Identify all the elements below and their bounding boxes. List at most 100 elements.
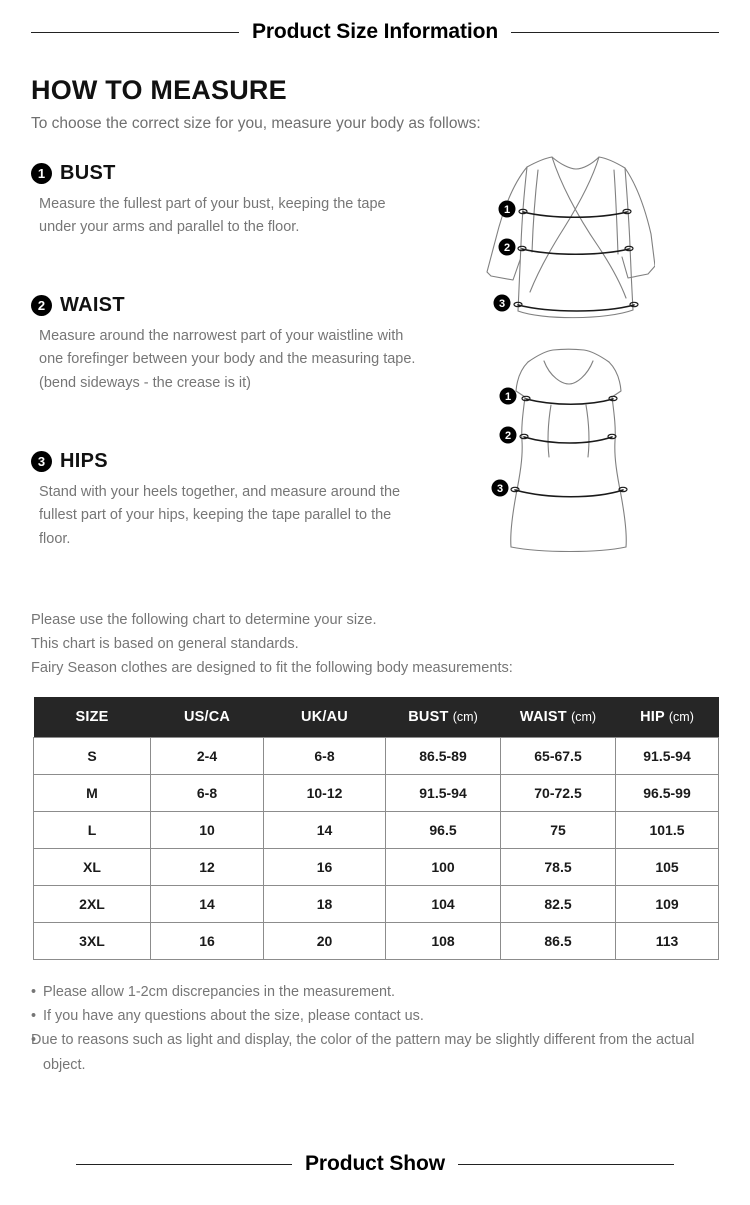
step-number-badge-2: 2	[31, 295, 52, 316]
measure-step-hips: 3 HIPS Stand with your heels together, a…	[31, 450, 421, 551]
table-row: M 6-8 10-12 91.5-94 70-72.5 96.5-99	[33, 773, 719, 812]
cell-size: 2XL	[33, 884, 151, 923]
diagram-marker-3: 3	[491, 479, 509, 497]
diagram-marker-2: 2	[498, 238, 516, 256]
cell-bust: 104	[385, 884, 501, 923]
note-text: Please allow 1-2cm discrepancies in the …	[43, 984, 395, 1000]
column-header-unit: (cm)	[452, 709, 478, 724]
cell-us-ca: 16	[150, 921, 264, 960]
cell-uk-au: 16	[263, 847, 386, 886]
cell-waist: 86.5	[500, 921, 616, 960]
column-header-us-ca: US/CA	[150, 697, 264, 737]
cell-hip: 105	[615, 847, 719, 886]
step-title-waist: WAIST	[60, 294, 125, 316]
step-header: 3 HIPS	[31, 450, 421, 473]
table-row: S 2-4 6-8 86.5-89 65-67.5 91.5-94	[33, 736, 719, 775]
how-to-measure-subtitle: To choose the correct size for you, meas…	[31, 115, 481, 132]
bullet-icon: •	[31, 1008, 37, 1025]
diagram-marker-3: 3	[493, 294, 511, 312]
table-row: 3XL 16 20 108 86.5 113	[33, 921, 719, 960]
step-description-waist: Measure around the narrowest part of you…	[39, 328, 416, 391]
size-chart-table: SIZE US/CA UK/AU BUST (cm) WAIST (c	[33, 697, 719, 960]
cell-us-ca: 14	[150, 884, 264, 923]
svg-text:2: 2	[505, 430, 511, 442]
cell-uk-au: 10-12	[263, 773, 386, 812]
cell-us-ca: 10	[150, 810, 264, 849]
bodycon-dress-illustration: 1 2 3	[480, 345, 655, 560]
note-item: • If you have any questions about the si…	[31, 1004, 721, 1028]
section-banner-top: Product Size Information	[0, 20, 750, 44]
cell-us-ca: 12	[150, 847, 264, 886]
column-header-unit: (cm)	[571, 709, 597, 724]
cell-waist: 65-67.5	[500, 736, 616, 775]
wrap-dress-illustration: 1 2 3	[480, 152, 656, 342]
cell-bust: 91.5-94	[385, 773, 501, 812]
cell-waist: 70-72.5	[500, 773, 616, 812]
cell-us-ca: 6-8	[150, 773, 264, 812]
measure-step-waist: 2 WAIST Measure around the narrowest par…	[31, 294, 421, 395]
banner-rule-left	[30, 31, 239, 33]
column-header-label: SIZE	[75, 708, 109, 725]
cell-hip: 96.5-99	[615, 773, 719, 812]
diagram-marker-2: 2	[499, 426, 517, 444]
step-header: 1 BUST	[31, 162, 421, 185]
svg-text:3: 3	[499, 298, 505, 310]
step-header: 2 WAIST	[31, 294, 421, 317]
cell-bust: 100	[385, 847, 501, 886]
banner-rule-right	[457, 1163, 674, 1165]
section-banner-bottom: Product Show	[0, 1152, 750, 1176]
step-number-badge-3: 3	[31, 451, 52, 472]
cell-us-ca: 2-4	[150, 736, 264, 775]
cell-uk-au: 6-8	[263, 736, 386, 775]
note-text: Due to reasons such as light and display…	[31, 1032, 695, 1073]
cell-uk-au: 14	[263, 810, 386, 849]
cell-size: 3XL	[33, 921, 151, 960]
cell-hip: 113	[615, 921, 719, 960]
cell-bust: 108	[385, 921, 501, 960]
chart-intro-line-3: Fairy Season clothes are designed to fit…	[31, 660, 513, 677]
banner-rule-right	[511, 31, 720, 33]
note-item: • Due to reasons such as light and displ…	[31, 1028, 721, 1076]
cell-bust: 86.5-89	[385, 736, 501, 775]
cell-size: L	[33, 810, 151, 849]
table-header-row: SIZE US/CA UK/AU BUST (cm) WAIST (c	[33, 697, 719, 737]
cell-uk-au: 20	[263, 921, 386, 960]
column-header-label: WAIST	[519, 708, 567, 725]
svg-text:3: 3	[497, 483, 503, 495]
diagram-marker-1: 1	[498, 200, 516, 218]
how-to-measure-heading: HOW TO MEASURE	[31, 75, 287, 105]
measure-step-bust: 1 BUST Measure the fullest part of your …	[31, 162, 421, 240]
cell-size: S	[33, 736, 151, 775]
table-row: 2XL 14 18 104 82.5 109	[33, 884, 719, 923]
note-item: • Please allow 1-2cm discrepancies in th…	[31, 980, 721, 1004]
column-header-label: HIP	[640, 708, 665, 725]
diagram-marker-1: 1	[499, 387, 517, 405]
step-description-bust: Measure the fullest part of your bust, k…	[39, 196, 386, 236]
step-title-hips: HIPS	[60, 450, 108, 472]
cell-uk-au: 18	[263, 884, 386, 923]
table-row: XL 12 16 100 78.5 105	[33, 847, 719, 886]
column-header-label: BUST	[408, 708, 449, 725]
bullet-icon: •	[31, 1032, 37, 1049]
note-text: If you have any questions about the size…	[43, 1008, 424, 1025]
svg-text:2: 2	[504, 242, 510, 254]
size-notes: • Please allow 1-2cm discrepancies in th…	[31, 980, 721, 1077]
banner-rule-left	[76, 1163, 293, 1165]
svg-text:1: 1	[504, 204, 510, 216]
cell-hip: 91.5-94	[615, 736, 719, 775]
column-header-waist: WAIST (cm)	[500, 697, 616, 737]
column-header-bust: BUST (cm)	[385, 697, 501, 737]
step-title-bust: BUST	[60, 162, 116, 184]
svg-text:1: 1	[505, 391, 511, 403]
step-description-hips: Stand with your heels together, and meas…	[39, 484, 401, 547]
product-show-title: Product Show	[305, 1152, 445, 1175]
column-header-unit: (cm)	[668, 709, 694, 724]
column-header-uk-au: UK/AU	[263, 697, 386, 737]
cell-size: XL	[33, 847, 151, 886]
step-number-badge-1: 1	[31, 163, 52, 184]
cell-waist: 78.5	[500, 847, 616, 886]
cell-waist: 75	[500, 810, 616, 849]
chart-intro: Please use the following chart to determ…	[31, 608, 513, 680]
column-header-label: UK/AU	[301, 708, 348, 725]
